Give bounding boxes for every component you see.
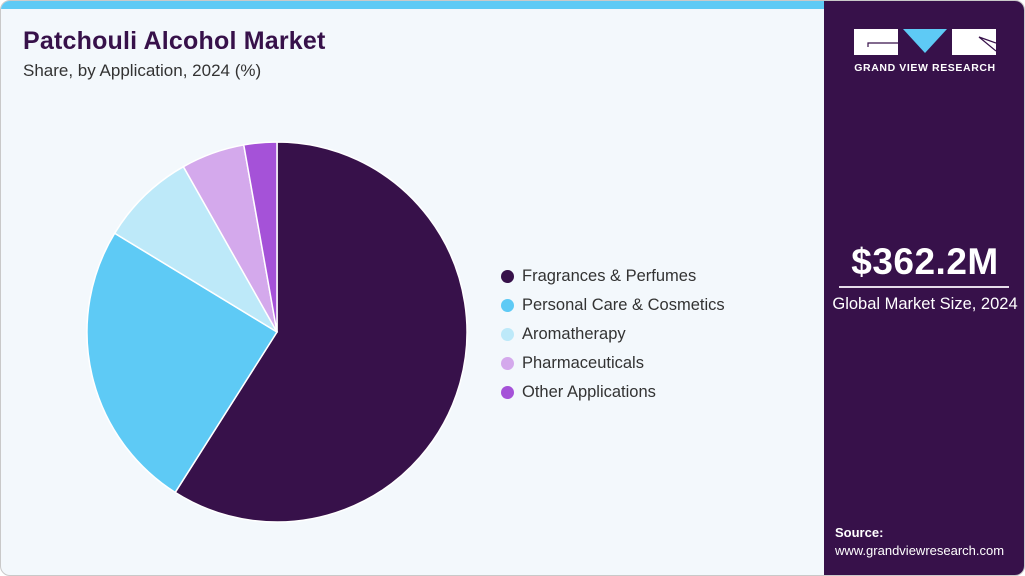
accent-bar [1,1,824,9]
legend-dot-icon [501,270,514,283]
legend-label: Aromatherapy [522,325,626,343]
chart-title: Patchouli Alcohol Market [23,27,326,55]
pie-slice-fragrances [174,141,468,523]
legend-label: Personal Care & Cosmetics [522,296,725,314]
market-size-value: $362.2M [851,241,999,282]
pie-slice-personal-care [86,232,278,494]
legend-label: Pharmaceuticals [522,354,644,372]
legend-item-fragrances: Fragrances & Perfumes [501,262,725,291]
pie-slice-aromatherapy [113,165,278,333]
legend-item-personal-care: Personal Care & Cosmetics [501,291,725,320]
brand-name: GRAND VIEW RESEARCH [854,62,996,74]
legend-dot-icon [501,299,514,312]
legend-label: Other Applications [522,383,656,401]
legend-label: Fragrances & Perfumes [522,267,697,285]
market-size-label: Global Market Size, 2024 [832,295,1018,313]
pie-slice-other [243,141,278,333]
pie-slices [86,141,468,523]
pie-chart [86,141,468,523]
legend-dot-icon [501,357,514,370]
legend-item-aromatherapy: Aromatherapy [501,320,725,349]
gvr-logo-icon [854,29,996,55]
chart-legend: Fragrances & Perfumes Personal Care & Co… [501,262,725,407]
source-label: Source: [835,525,884,540]
legend-item-other: Other Applications [501,378,725,407]
info-sidebar: GRAND VIEW RESEARCH $362.2M Global Marke… [824,1,1024,575]
legend-dot-icon [501,328,514,341]
legend-item-pharmaceuticals: Pharmaceuticals [501,349,725,378]
chart-subtitle: Share, by Application, 2024 (%) [23,61,262,80]
source-link[interactable]: www.grandviewresearch.com [835,543,1005,558]
divider [839,286,1009,288]
legend-dot-icon [501,386,514,399]
